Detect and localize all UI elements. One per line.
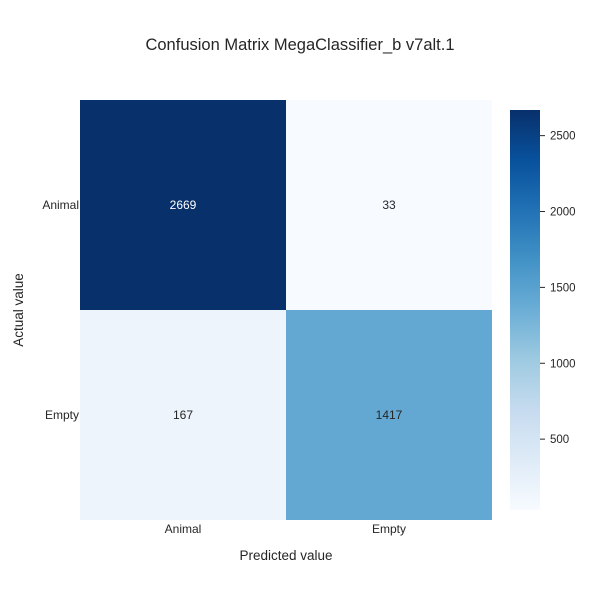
cell-value-label: 33 xyxy=(382,198,396,212)
cell-value-label: 1417 xyxy=(376,408,403,422)
y-tick-label: Empty xyxy=(45,408,79,422)
heatmap-cell-empty-empty xyxy=(286,310,492,520)
colorbar-tick-label: 2000 xyxy=(550,207,576,219)
colorbar-tick-label: 1500 xyxy=(550,282,576,294)
y-axis-label: Actual value xyxy=(11,273,26,347)
cell-value-label: 2669 xyxy=(170,198,197,212)
chart-title: Confusion Matrix MegaClassifier_b v7alt.… xyxy=(145,36,454,54)
colorbar-tick-label: 1000 xyxy=(550,358,576,370)
cell-labels: 2669 33 167 1417 xyxy=(170,198,403,422)
heatmap-cell-animal-animal xyxy=(80,100,286,310)
x-axis-label: Predicted value xyxy=(239,548,332,563)
colorbar-ticks: 500 1000 1500 2000 2500 xyxy=(540,131,576,446)
x-tick-label: Animal xyxy=(165,522,202,536)
y-tick-label: Animal xyxy=(42,198,79,212)
colorbar-tick-label: 2500 xyxy=(550,131,576,143)
heatmap-cell-animal-empty xyxy=(286,100,492,310)
y-tick-labels: Animal Empty xyxy=(42,198,79,422)
heatmap-cell-empty-animal xyxy=(80,310,286,520)
cell-value-label: 167 xyxy=(173,408,193,422)
heatmap-cells xyxy=(80,100,492,520)
x-tick-labels: Animal Empty xyxy=(165,522,406,536)
colorbar xyxy=(510,110,540,510)
colorbar-tick-label: 500 xyxy=(550,434,569,446)
x-tick-label: Empty xyxy=(372,522,406,536)
